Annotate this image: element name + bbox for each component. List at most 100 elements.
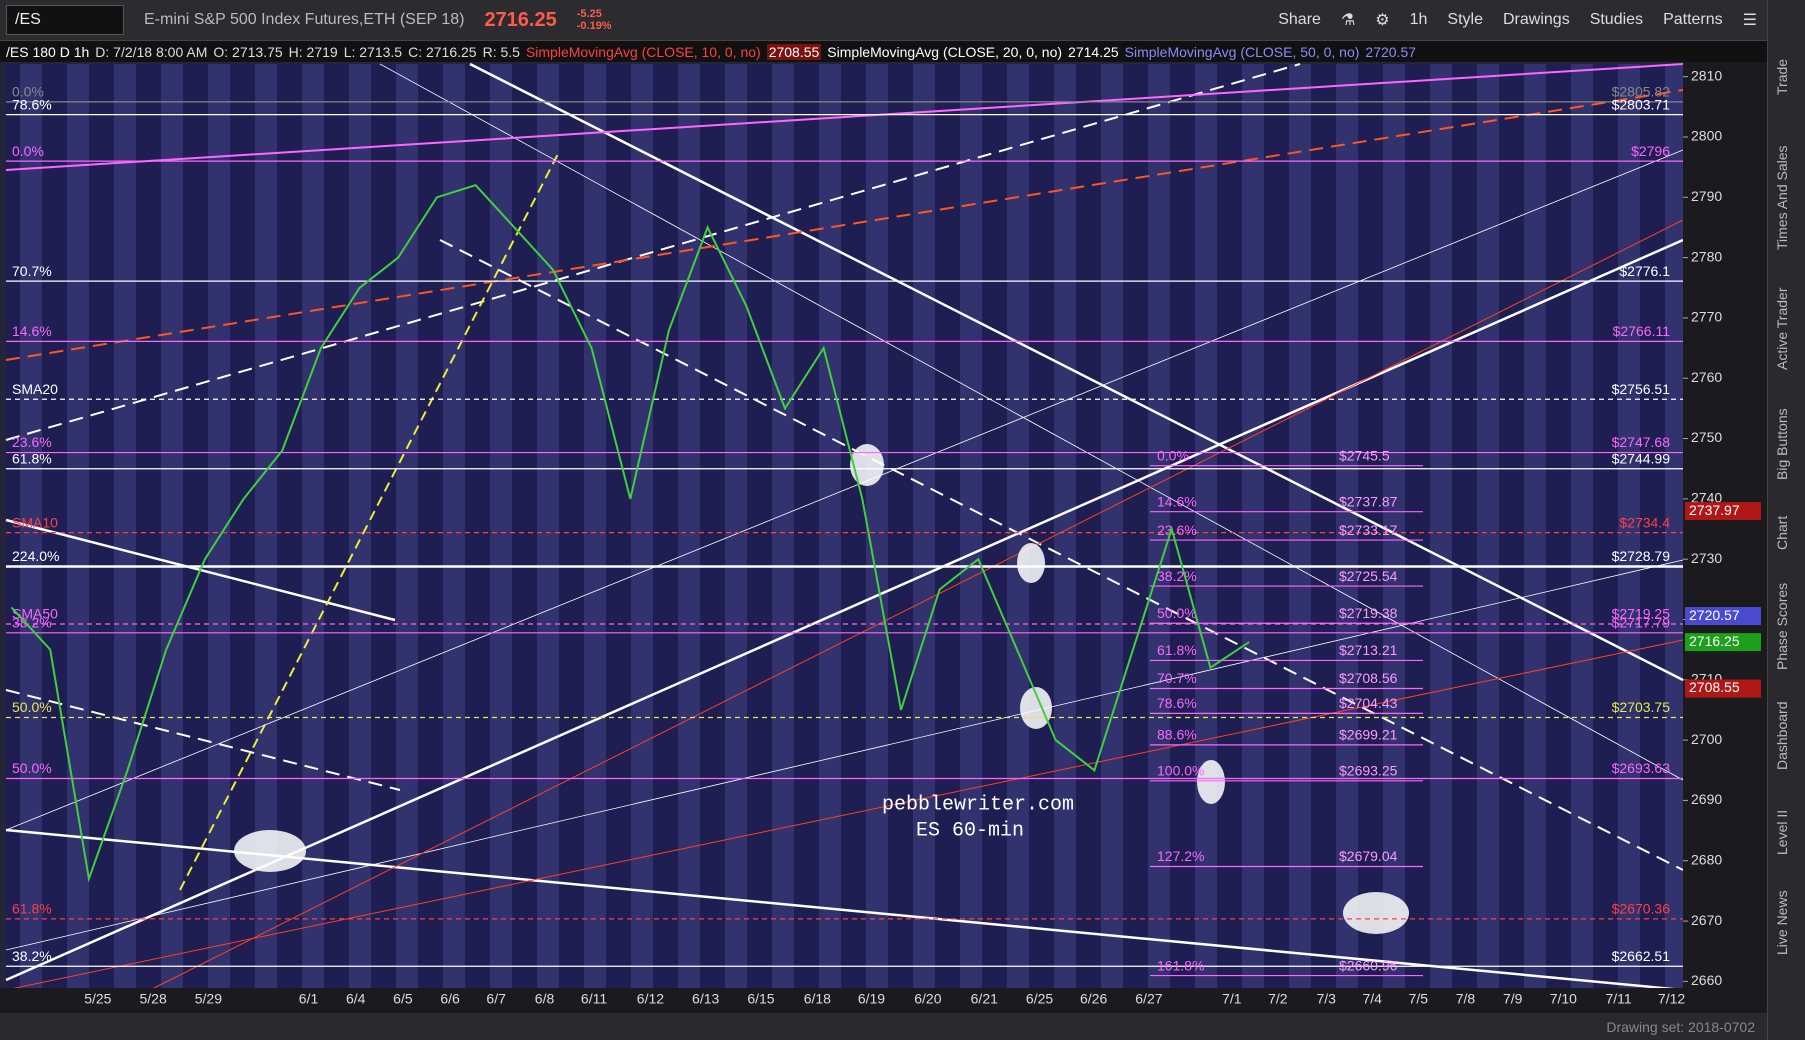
side-tab[interactable]: Times And Sales (1774, 145, 1790, 250)
stripe (490, 64, 512, 988)
stripe (1618, 64, 1640, 988)
stripe (537, 64, 559, 988)
level-label: $2756.51 (1612, 381, 1671, 397)
stripe (67, 64, 89, 988)
x-tick-label: 6/6 (440, 991, 460, 1007)
fib-tag: 61.8% (1157, 642, 1197, 658)
study-value: 2720.57 (1365, 43, 1417, 60)
x-tick-label: 6/19 (858, 991, 885, 1007)
stripe (114, 64, 136, 988)
fib-tag: 0.0% (1157, 447, 1189, 463)
fib-label: $2737.87 (1339, 493, 1398, 509)
watermark: ES 60-min (916, 819, 1024, 842)
price-line (10, 184, 1250, 883)
toolbar: /ES E-mini S&P 500 Index Futures,ETH (SE… (0, 0, 1767, 41)
y-tick-label: 2690 (1691, 791, 1722, 807)
side-tab[interactable]: Chart (1774, 515, 1790, 550)
button[interactable]: Drawings (1503, 11, 1570, 28)
stripe (1477, 64, 1499, 988)
level-tag: 61.8% (12, 450, 52, 466)
button[interactable]: 1h (1409, 11, 1428, 28)
bar-date: D: 7/2/18 8:00 AM (95, 43, 208, 60)
side-tab[interactable]: Big Buttons (1774, 408, 1790, 480)
level-label: $2717.79 (1612, 615, 1671, 631)
y-tick-label: 2670 (1691, 912, 1722, 928)
fib-label: $2733.17 (1339, 522, 1398, 538)
x-tick-label: 6/7 (486, 991, 506, 1007)
fib-tag: 14.6% (1157, 493, 1197, 509)
fib-label: $2745.5 (1339, 447, 1390, 463)
side-tab[interactable]: Trade (1774, 58, 1790, 95)
x-tick-label: 7/8 (1456, 991, 1476, 1007)
x-tick-label: 7/9 (1503, 991, 1523, 1007)
x-tick-label: 7/10 (1550, 991, 1577, 1007)
chart-id: /ES 180 D 1h (6, 43, 90, 60)
side-tab[interactable]: Live News (1774, 890, 1790, 955)
y-tick-label: 2730 (1691, 550, 1722, 566)
level-tag: SMA10 (12, 514, 58, 530)
stripe (1101, 64, 1123, 988)
stripe (1289, 64, 1311, 988)
level-label: $2662.51 (1612, 948, 1671, 964)
level-tag: 78.6% (12, 96, 52, 112)
x-tick-label: 6/20 (914, 991, 941, 1007)
side-tab[interactable]: Level II (1774, 809, 1790, 855)
level-label: $2805.82 (1612, 84, 1671, 100)
stripe (443, 64, 465, 988)
x-tick-label: 6/27 (1135, 991, 1162, 1007)
price-tag-bg (1685, 607, 1761, 626)
fib-tag: 70.7% (1157, 670, 1197, 686)
x-tick-label: 6/11 (581, 991, 607, 1007)
stripe (1148, 64, 1170, 988)
y-tick-label: 2770 (1691, 309, 1722, 325)
button[interactable]: ⚙ (1375, 12, 1390, 29)
side-tab[interactable]: Active Trader (1774, 287, 1790, 370)
x-tick-label: 6/13 (692, 991, 719, 1007)
level-label: $2747.68 (1612, 434, 1671, 450)
menu[interactable]: ☰ (1742, 12, 1757, 29)
stripe (1524, 64, 1546, 988)
stripe (1242, 64, 1264, 988)
study-value: 2714.25 (1068, 43, 1119, 60)
sidebar: Trade Times And Sales Active Trader Big But… (1767, 0, 1805, 1040)
level-label: $2670.36 (1612, 901, 1671, 917)
button[interactable]: Patterns (1663, 11, 1723, 28)
change: -5.25 -0.19% (577, 8, 612, 32)
fib-tag: 78.6% (1157, 695, 1197, 711)
study-value: 2708.55 (766, 43, 822, 60)
side-tab[interactable]: Phase Scores (1774, 582, 1790, 670)
stripe (913, 64, 935, 988)
high: H: 2719 (288, 43, 338, 60)
stripe (1336, 64, 1358, 988)
level-label: $2693.63 (1612, 760, 1671, 776)
button[interactable]: Share (1278, 11, 1321, 28)
level-tag: SMA50 (12, 606, 58, 622)
price-tag: 2708.55 (1689, 679, 1740, 695)
x-tick-label: 6/1 (299, 991, 319, 1007)
x-tick-label: 6/26 (1080, 991, 1107, 1007)
stripe (1007, 64, 1029, 988)
x-tick-label: 6/12 (637, 991, 664, 1007)
side-tab[interactable]: Dashboard (1774, 701, 1790, 771)
level-label: $2776.1 (1619, 263, 1670, 279)
button[interactable]: Studies (1589, 11, 1644, 28)
fib-tag: 100.0% (1157, 763, 1204, 779)
price-tag: 2716.25 (1689, 633, 1740, 649)
button[interactable]: Style (1447, 11, 1483, 28)
button[interactable]: ⚗ (1340, 12, 1356, 29)
symbol-input[interactable]: /ES (6, 5, 124, 35)
info-bar: /ES 180 D 1h D: 7/2/18 8:00 AM O: 2713.7… (0, 41, 1767, 62)
stripe (1571, 64, 1593, 988)
stripe (584, 64, 606, 988)
low: L: 2713.5 (343, 43, 403, 60)
fib-label: $2719.38 (1339, 605, 1398, 621)
fib-label: $2699.21 (1339, 727, 1398, 743)
description: E-mini S&P 500 Index Futures,ETH (SEP 18… (144, 11, 465, 28)
x-tick-label: 5/28 (139, 991, 166, 1007)
study: SimpleMovingAvg (CLOSE, 50, 0, no) (1124, 43, 1360, 60)
stripe (819, 64, 841, 988)
stripe (1054, 64, 1076, 988)
level-tag: 224.0% (12, 548, 59, 564)
level-tag: 0.0% (12, 143, 44, 159)
x-tick-label: 5/29 (195, 991, 222, 1007)
